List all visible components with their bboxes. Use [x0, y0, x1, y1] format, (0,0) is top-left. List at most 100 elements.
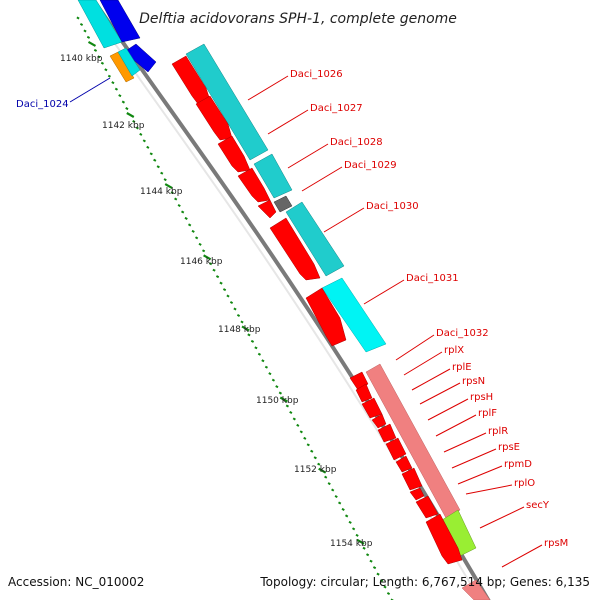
minor-tick	[317, 462, 321, 466]
minor-tick	[233, 307, 237, 311]
gene-label-rplR[interactable]: rplR	[488, 426, 508, 437]
accession-text: Accession: NC_010002	[8, 575, 144, 589]
gene-label-daci-1024[interactable]: Daci_1024	[16, 99, 69, 110]
minor-tick	[149, 152, 153, 156]
gene-rpsE[interactable]	[401, 467, 423, 491]
minor-tick	[86, 35, 91, 39]
gene-label-daci-1029[interactable]: Daci_1029	[344, 160, 397, 171]
minor-tick	[331, 488, 335, 492]
minor-tick	[198, 242, 202, 246]
gene-label-daci-1026[interactable]: Daci_1026	[290, 69, 343, 80]
tick-label: 1150 kbp	[256, 396, 299, 406]
tick-track	[76, 16, 394, 600]
minor-tick	[261, 359, 265, 363]
minor-tick	[250, 339, 255, 343]
gene-label-rplF[interactable]: rplF	[478, 408, 497, 419]
minor-tick	[292, 417, 296, 421]
gene-daci-1024[interactable]	[123, 43, 157, 73]
gene-label-daci-1028[interactable]: Daci_1028	[330, 137, 383, 148]
gene-cyan-small[interactable]	[117, 47, 141, 77]
gene-rplR[interactable]	[395, 455, 413, 473]
minor-tick	[163, 178, 167, 182]
minor-tick	[334, 495, 338, 499]
gene-labels: Daci_1024 Daci_1026 Daci_1027 Daci_1028 …	[16, 69, 568, 549]
minor-tick	[219, 281, 223, 285]
minor-tick	[257, 352, 262, 356]
rrna-band-1[interactable]	[185, 43, 269, 161]
gene-label-daci-1031[interactable]: Daci_1031	[406, 273, 459, 284]
gene-label-rpsM[interactable]: rpsM	[544, 538, 568, 549]
minor-tick	[202, 249, 206, 253]
minor-tick	[104, 68, 108, 72]
gene-label-rplE[interactable]: rplE	[452, 362, 472, 373]
gene-rplO[interactable]	[415, 495, 439, 519]
gene-rpsH[interactable]	[377, 423, 397, 443]
major-tick	[279, 396, 288, 403]
minor-tick	[236, 313, 241, 317]
minor-tick	[264, 365, 268, 369]
gene-daci-1030[interactable]	[269, 217, 321, 281]
gene-rpmD[interactable]	[409, 487, 425, 501]
gene-daci-1029b[interactable]	[257, 199, 277, 219]
minor-tick	[345, 514, 349, 518]
tick-label: 1144 kbp	[140, 187, 183, 197]
minor-tick	[299, 430, 303, 434]
minor-tick	[121, 100, 125, 104]
gene-layer	[77, 0, 491, 600]
minor-tick	[372, 566, 377, 570]
minor-tick	[310, 449, 314, 453]
gene-rpsN[interactable]	[371, 413, 387, 429]
gene-label-daci-1032[interactable]: Daci_1032	[436, 328, 489, 339]
gene-rplF[interactable]	[385, 437, 407, 461]
gene-label-secY[interactable]: secY	[526, 500, 550, 511]
pink-band[interactable]	[365, 363, 461, 519]
gene-label-daci-1027[interactable]: Daci_1027	[310, 103, 363, 114]
rrna-band-2[interactable]	[253, 153, 293, 199]
major-tick	[203, 254, 212, 261]
minor-tick	[303, 436, 307, 440]
tick-label: 1140 kbp	[60, 54, 103, 64]
major-tick	[241, 325, 250, 332]
minor-tick	[348, 520, 352, 524]
minor-tick	[208, 262, 213, 266]
minor-tick	[142, 139, 146, 143]
gene-daci-1031[interactable]	[305, 287, 347, 347]
topology-text: Topology: circular; Length: 6,767,514 bp…	[259, 575, 590, 589]
gene-label-rpsH[interactable]: rpsH	[470, 392, 493, 403]
gene-label-rplO[interactable]: rplO	[514, 478, 535, 489]
tick-label: 1148 kbp	[218, 325, 261, 335]
minor-tick	[229, 301, 234, 305]
minor-tick	[118, 94, 122, 98]
gene-rplX[interactable]	[355, 383, 373, 403]
gene-label-rplX[interactable]: rplX	[444, 345, 464, 356]
backbone	[83, 0, 491, 600]
rrna-band-4[interactable]	[321, 277, 387, 353]
gene-blue-top[interactable]	[99, 0, 141, 43]
gene-label-rpsE[interactable]: rpsE	[498, 442, 520, 453]
minor-tick	[132, 119, 136, 123]
rrna-band-3[interactable]	[285, 201, 345, 277]
minor-tick	[146, 145, 150, 149]
label-leaders	[69, 75, 543, 568]
gene-label-rpsN[interactable]: rpsN	[462, 376, 485, 387]
major-tick	[87, 40, 97, 47]
minor-tick	[240, 320, 244, 324]
minor-tick	[383, 585, 387, 589]
gene-secY[interactable]	[425, 513, 463, 565]
gene-gray[interactable]	[273, 195, 293, 213]
minor-tick	[93, 48, 98, 52]
minor-tick	[188, 223, 192, 227]
minor-tick	[247, 333, 251, 337]
minor-tick	[215, 275, 220, 279]
minor-tick	[177, 204, 181, 208]
pink-bottom[interactable]	[461, 579, 491, 600]
minor-tick	[275, 385, 279, 389]
minor-tick	[156, 165, 160, 169]
minor-tick	[174, 197, 178, 201]
minor-tick	[296, 423, 300, 427]
major-tick	[318, 467, 327, 474]
gene-orange[interactable]	[109, 51, 135, 83]
gene-label-daci-1030[interactable]: Daci_1030	[366, 201, 419, 212]
gene-label-rpmD[interactable]: rpmD	[504, 459, 532, 470]
